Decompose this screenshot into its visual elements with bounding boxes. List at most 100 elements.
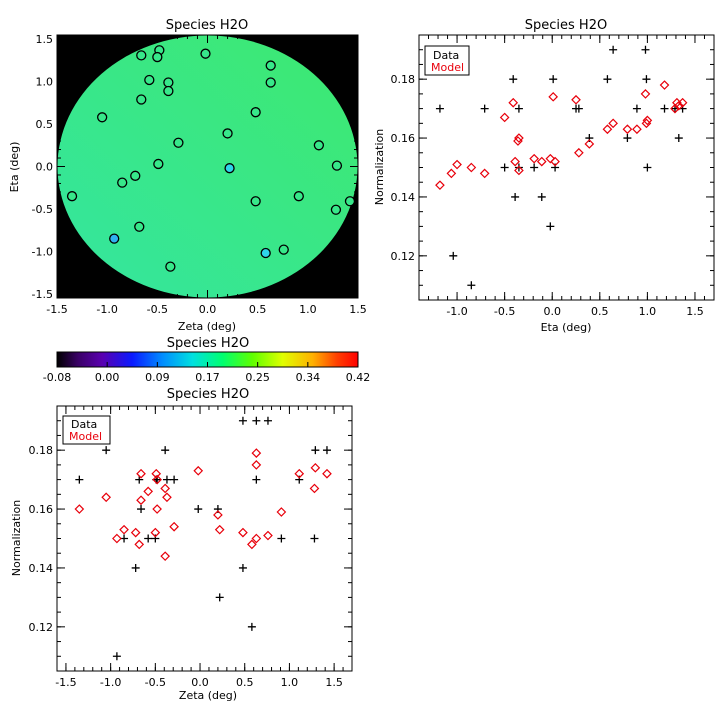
eta-data-point bbox=[514, 163, 523, 172]
zeta-ytick-label: 0.14 bbox=[29, 562, 54, 575]
zeta-xtick-label: 0.0 bbox=[191, 676, 209, 689]
eta-legend-model: Model bbox=[431, 61, 464, 74]
zeta-model-point bbox=[294, 468, 305, 479]
eta-ytick-label: 0.12 bbox=[391, 250, 416, 263]
map-point bbox=[117, 177, 128, 188]
map-y-axis: -1.5 -1.0 -0.5 0.0 0.5 1.0 1.5 bbox=[32, 33, 358, 301]
eta-model-point bbox=[673, 100, 684, 111]
zeta-model-point bbox=[160, 483, 171, 494]
map-point bbox=[66, 191, 78, 202]
eta-model-point bbox=[677, 97, 688, 108]
eta-model-point bbox=[545, 153, 556, 164]
eta-x-axis: -1.0 -0.5 0.0 0.5 1.0 1.5 bbox=[428, 35, 715, 318]
zeta-model-point bbox=[251, 533, 262, 544]
map-point bbox=[224, 163, 235, 174]
map-point bbox=[344, 196, 356, 207]
zeta-data-point bbox=[322, 446, 331, 455]
map-ylabel: Eta (deg) bbox=[8, 142, 21, 193]
zeta-model-point bbox=[143, 486, 154, 497]
zeta-x-axis: -1.5 -1.0 -0.5 0.0 0.5 1.0 1.5 bbox=[55, 406, 353, 689]
eta-data-point bbox=[660, 104, 669, 113]
map-point bbox=[330, 204, 342, 215]
eta-data-point bbox=[467, 281, 476, 290]
zeta-model-point bbox=[309, 483, 320, 494]
eta-title: Species H2O bbox=[525, 18, 607, 33]
map-point bbox=[163, 85, 174, 97]
eta-model-point bbox=[452, 159, 462, 170]
map-point bbox=[153, 158, 164, 170]
map-point bbox=[144, 74, 155, 86]
eta-data-point bbox=[509, 75, 518, 84]
colorbar: Species H2O -0.08 0.00 0.09 0.17 0.25 0.34 0.4… bbox=[43, 336, 370, 384]
map-point bbox=[250, 107, 261, 118]
zeta-data-point bbox=[194, 505, 203, 514]
eta-ytick-label: 0.16 bbox=[391, 132, 416, 145]
eta-model-point bbox=[640, 89, 651, 99]
eta-legend-box bbox=[424, 45, 470, 76]
zeta-legend-data: Data bbox=[71, 418, 97, 431]
colorbar-tick-label: 0.09 bbox=[145, 371, 170, 384]
zeta-data-point bbox=[238, 416, 247, 425]
eta-panel: Species H2O -1.0 -0.5 0.0 0.5 1.0 1.5 0.120.1… bbox=[373, 18, 715, 334]
eta-xtick-label: -0.5 bbox=[494, 305, 515, 318]
map-point bbox=[313, 140, 325, 151]
map-point bbox=[331, 160, 343, 171]
map-ytick-label: 0.5 bbox=[36, 118, 54, 131]
zeta-model-point bbox=[152, 504, 162, 514]
zeta-model-point bbox=[150, 527, 161, 538]
zeta-data-point bbox=[252, 475, 261, 484]
colorbar-tick-label: 0.00 bbox=[95, 371, 120, 384]
zeta-y-axis: 0.12 0.14 0.16 0.18 bbox=[29, 405, 352, 672]
zeta-data-point bbox=[311, 446, 320, 455]
map-point bbox=[136, 50, 147, 61]
map-xtick-label: -1.0 bbox=[96, 303, 117, 316]
map-point bbox=[173, 137, 184, 148]
zeta-data-point bbox=[247, 622, 256, 631]
map-xtick-label: 1.0 bbox=[299, 303, 317, 316]
eta-model-point bbox=[632, 124, 642, 135]
eta-model-point bbox=[514, 133, 524, 143]
eta-model-point bbox=[642, 115, 653, 126]
zeta-data-point bbox=[131, 563, 140, 572]
eta-xtick-label: 1.0 bbox=[639, 305, 657, 318]
map-point bbox=[293, 191, 304, 202]
zeta-xlabel: Zeta (deg) bbox=[179, 689, 237, 702]
eta-ytick-label: 0.18 bbox=[391, 73, 416, 86]
eta-data-point bbox=[641, 45, 650, 54]
zeta-model-point bbox=[214, 524, 225, 535]
zeta-points bbox=[74, 416, 332, 661]
eta-data-point bbox=[603, 75, 612, 84]
map-xtick-label: 1.5 bbox=[349, 303, 367, 316]
zeta-data-point bbox=[213, 505, 222, 514]
eta-model-point bbox=[479, 168, 490, 179]
eta-data-point bbox=[623, 134, 632, 143]
map-point bbox=[200, 48, 211, 59]
eta-model-point bbox=[602, 124, 613, 135]
zeta-model-point bbox=[169, 521, 179, 532]
colorbar-tick-label: 0.42 bbox=[346, 371, 371, 384]
eta-xtick-label: 0.0 bbox=[543, 305, 561, 318]
zeta-data-point bbox=[310, 534, 319, 543]
zeta-data-point bbox=[75, 475, 84, 484]
zeta-data-point bbox=[295, 475, 304, 484]
colorbar-tick-label: -0.08 bbox=[43, 371, 71, 384]
eta-legend-data: Data bbox=[433, 49, 459, 62]
map-xtick-label: -0.5 bbox=[147, 303, 168, 316]
zeta-model-point bbox=[213, 510, 223, 520]
eta-model-point bbox=[571, 94, 581, 105]
eta-ylabel: Normalization bbox=[373, 129, 386, 205]
map-point bbox=[265, 60, 276, 71]
zeta-xtick-label: -0.5 bbox=[145, 676, 166, 689]
eta-model-point bbox=[446, 168, 457, 179]
map-ytick-label: -1.0 bbox=[32, 245, 53, 258]
zeta-model-point bbox=[101, 492, 112, 503]
map-panel: Species H2O -1.5 -1.0 -0.5 0.0 0.5 1.0 1.5 -1.… bbox=[8, 18, 367, 333]
zeta-data-point bbox=[277, 534, 286, 543]
eta-model-point bbox=[466, 162, 477, 173]
map-point bbox=[130, 170, 141, 181]
map-xtick-label: -1.5 bbox=[46, 303, 67, 316]
colorbar-tick-label: 0.17 bbox=[195, 371, 220, 384]
map-ytick-label: 1.0 bbox=[36, 76, 54, 89]
eta-data-point bbox=[551, 163, 560, 172]
map-point bbox=[152, 51, 163, 63]
